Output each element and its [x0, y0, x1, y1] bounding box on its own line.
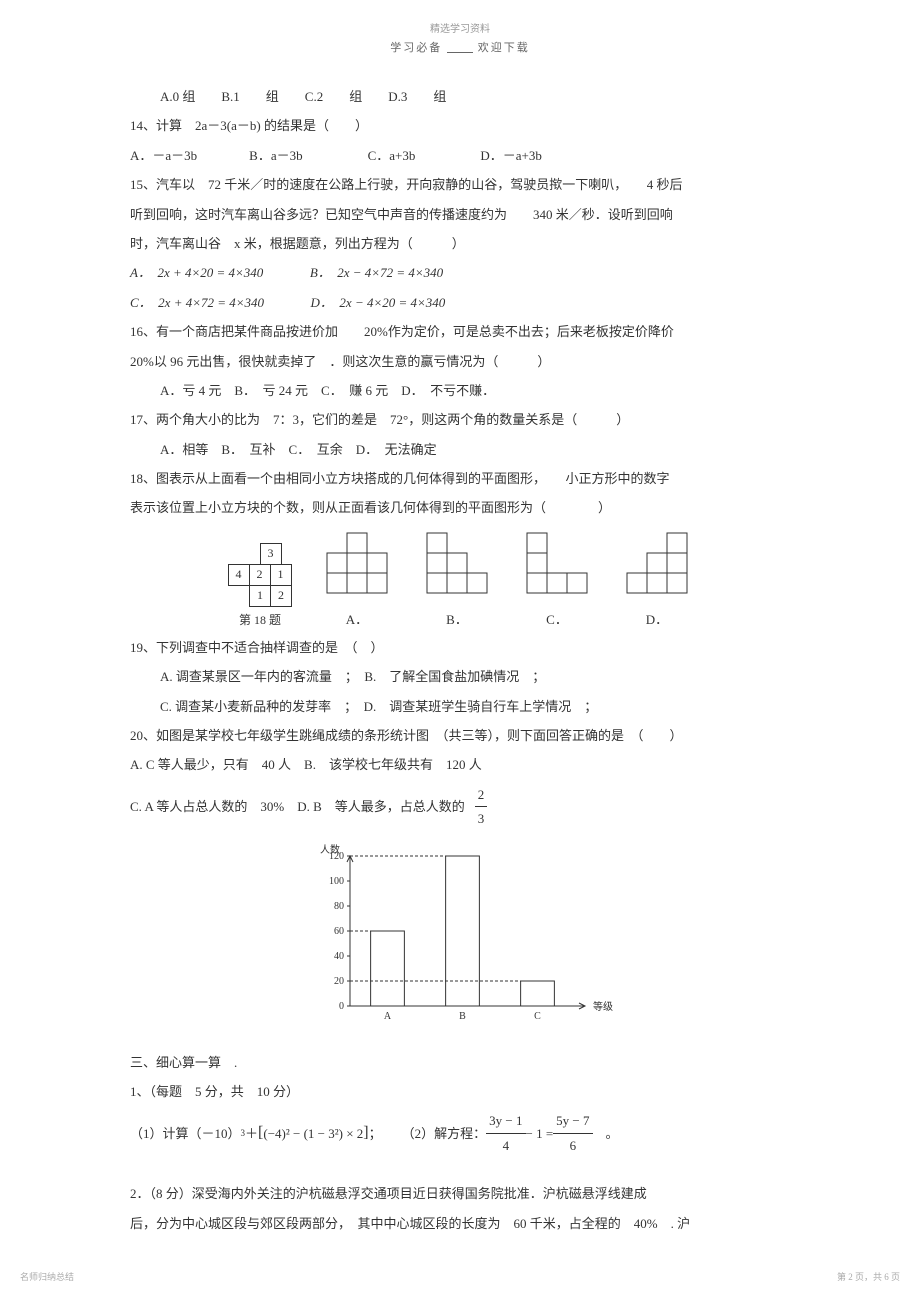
section3-title: 三、细心算一算 . — [130, 1051, 790, 1074]
q13-options: A.0 组 B.1 组 C.2 组 D.3 组 — [130, 85, 790, 108]
grid-cell: 2 — [249, 564, 271, 586]
calc-label: （1）计算（－10） — [130, 1122, 241, 1145]
section3-l1: 1、（每题 5 分，共 10 分） — [130, 1080, 790, 1103]
q18-l1: 18、图表示从上面看一个由相同小立方块搭成的几何体得到的平面图形， 小正方形中的… — [130, 467, 790, 490]
shape-d-svg — [622, 528, 692, 603]
q17-options: A．相等 B． 互补 C． 互余 D． 无法确定 — [130, 438, 790, 461]
q15-optA: A． 2x + 4×20 = 4×340 — [130, 265, 263, 280]
q19-l1: A. 调查某景区一年内的客流量 ； B. 了解全国食盐加碘情况 ； — [130, 665, 790, 688]
svg-text:80: 80 — [334, 901, 344, 912]
q18-optC-fig: C． — [522, 528, 592, 628]
q15-opts-row1: A． 2x + 4×20 = 4×340 B． 2x − 4×72 = 4×34… — [130, 261, 790, 284]
calc-inner: (−4)² − (1 − 3²) × 2 — [263, 1122, 363, 1145]
q18-figures: 3 4 2 1 1 2 第 18 题 A． — [130, 528, 790, 628]
svg-text:等级: 等级 — [593, 1000, 613, 1013]
q19-stem: 19、下列调查中不适合抽样调查的是 （ ） — [130, 636, 790, 659]
q14-stem: 14、计算 2a－3(a－b) 的结果是（ ） — [130, 114, 790, 137]
grid-cell: 1 — [270, 564, 292, 586]
eq-end: 。 — [593, 1122, 619, 1145]
q15-optD: D． 2x − 4×20 = 4×340 — [311, 295, 446, 310]
q18-optD-label: D． — [646, 609, 668, 628]
calc-plus: ＋ — [245, 1122, 258, 1145]
q18-grid-label: 第 18 题 — [239, 611, 281, 628]
header-sub-left: 学习必备 — [390, 42, 442, 54]
shape-a-svg — [322, 528, 392, 603]
q15-opts-row2: C． 2x + 4×72 = 4×340 D． 2x − 4×20 = 4×34… — [130, 291, 790, 314]
eq-l-num: 3y − 1 — [486, 1109, 525, 1133]
q15-l2: 听到回响，这时汽车离山谷多远？已知空气中声音的传播速度约为 340 米／秒．设听… — [130, 203, 790, 226]
shape-b-svg — [422, 528, 492, 603]
eq-left-frac: 3y − 1 4 — [486, 1109, 525, 1157]
q20-optCD: C. A 等人占总人数的 30% D. B 等人最多，占总人数的 2 3 — [130, 783, 790, 831]
q18-optB-fig: B． — [422, 528, 492, 628]
eq-l-den: 4 — [486, 1134, 525, 1157]
q16-l1: 16、有一个商店把某件商品按进价加 20%作为定价，可是总卖不出去；后来老板按定… — [130, 320, 790, 343]
svg-text:60: 60 — [334, 926, 344, 937]
q18-numbered-grid: 3 4 2 1 1 2 第 18 题 — [228, 544, 292, 628]
q18-optD-fig: D． — [622, 528, 692, 628]
svg-text:0: 0 — [339, 1001, 344, 1012]
section3-calc: （1）计算（－10） 3 ＋ [ (−4)² − (1 − 3²) × 2 ] … — [130, 1109, 790, 1157]
q20-frac-den: 3 — [475, 807, 488, 830]
q20-optAB: A. C 等人最少，只有 40 人 B. 该学校七年级共有 120 人 — [130, 753, 790, 776]
q2b-l1: 2．（8 分）深受海内外关注的沪杭磁悬浮交通项目近日获得国务院批准．沪杭磁悬浮线… — [130, 1182, 790, 1205]
q19-l2: C. 调查某小麦新品种的发芽率 ； D. 调查某班学生骑自行车上学情况 ； — [130, 695, 790, 718]
q16-options: A．亏 4 元 B． 亏 24 元 C． 赚 6 元 D． 不亏不赚． — [130, 379, 790, 402]
q2b-l2: 后，分为中心城区段与郊区段两部分， 其中中心城区段的长度为 60 千米，占全程的… — [130, 1212, 790, 1235]
q20-frac: 2 3 — [475, 783, 488, 831]
q18-l2: 表示该位置上小立方块的个数，则从正面看该几何体得到的平面图形为（ ） — [130, 496, 790, 519]
solve-label: （2）解方程： — [402, 1122, 487, 1145]
grid-cell: 1 — [249, 585, 271, 607]
q14-options: A．－a－3b B．a－3b C．a+3b D．－a+3b — [130, 144, 790, 167]
calc-semi: ； — [369, 1122, 382, 1145]
q20-frac-num: 2 — [475, 783, 488, 807]
bar-chart: 人数等级020406080100120ABC — [305, 841, 615, 1031]
svg-text:B: B — [459, 1011, 466, 1022]
eq-r-num: 5y − 7 — [553, 1109, 592, 1133]
svg-text:C: C — [534, 1011, 541, 1022]
header-divider — [447, 42, 473, 54]
header-top: 精选学习资料 — [130, 20, 790, 35]
grid-cell: 2 — [270, 585, 292, 607]
svg-text:40: 40 — [334, 951, 344, 962]
q18-optA-label: A． — [346, 609, 368, 628]
q18-optB-label: B． — [446, 609, 468, 628]
q18-optA-fig: A． — [322, 528, 392, 628]
q15-l1: 15、汽车以 72 千米／时的速度在公路上行驶，开向寂静的山谷，驾驶员揿一下喇叭… — [130, 173, 790, 196]
q17-stem: 17、两个角大小的比为 7：3，它们的差是 72°，则这两个角的数量关系是（ ） — [130, 408, 790, 431]
grid-cell: 4 — [228, 564, 250, 586]
q15-optC: C． 2x + 4×72 = 4×340 — [130, 295, 264, 310]
eq-r-den: 6 — [553, 1134, 592, 1157]
q15-optB: B． 2x − 4×72 = 4×340 — [310, 265, 443, 280]
svg-text:120: 120 — [329, 851, 344, 862]
eq-right-frac: 5y − 7 6 — [553, 1109, 592, 1157]
svg-text:A: A — [384, 1011, 392, 1022]
footer-right: 第 2 页，共 6 页 — [837, 1270, 900, 1283]
q15-l3: 时，汽车离山谷 x 米，根据题意，列出方程为（ ） — [130, 232, 790, 255]
header-sub: 学习必备 欢迎下载 — [130, 39, 790, 55]
footer-left: 名师归纳总结 — [20, 1270, 74, 1283]
header-sub-right: 欢迎下载 — [478, 42, 530, 54]
q20-stem: 20、如图是某学校七年级学生跳绳成绩的条形统计图 （共三等），则下面回答正确的是… — [130, 724, 790, 747]
eq-mid: − 1 = — [526, 1122, 554, 1145]
q20-optC-text: C. A 等人占总人数的 30% D. B 等人最多，占总人数的 — [130, 795, 465, 818]
grid-cell: 3 — [260, 543, 282, 565]
svg-text:20: 20 — [334, 976, 344, 987]
shape-c-svg — [522, 528, 592, 603]
q16-l2: 20%以 96 元出售，很快就卖掉了 ．则这次生意的赢亏情况为（ ） — [130, 350, 790, 373]
svg-text:100: 100 — [329, 876, 344, 887]
q18-optC-label: C． — [546, 609, 568, 628]
